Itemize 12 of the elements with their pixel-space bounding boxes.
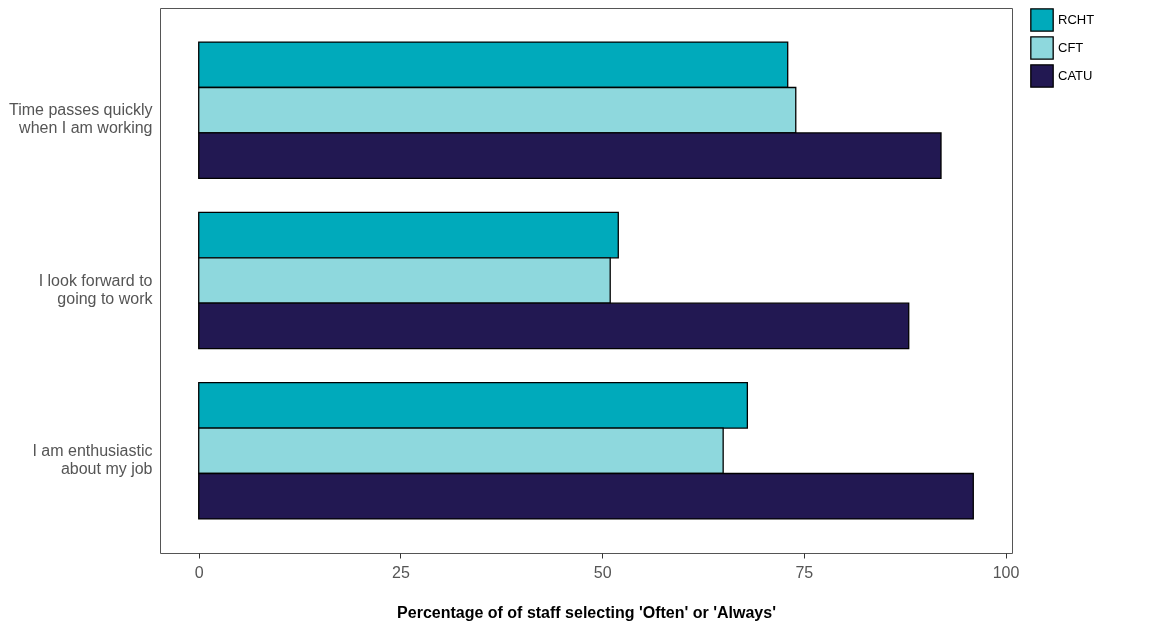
y-tick-label: I am enthusiastic about my job xyxy=(32,441,153,477)
x-tick-label: 100 xyxy=(992,563,1020,581)
legend-label: CFT xyxy=(1058,40,1084,55)
legend-label: RCHT xyxy=(1058,12,1095,27)
legend-label: CATU xyxy=(1058,68,1093,83)
x-tick-label: 75 xyxy=(795,563,814,581)
x-tick-label: 0 xyxy=(194,563,204,581)
x-axis-title: Percentage of of staff selecting 'Often' or 'Always' xyxy=(397,603,776,621)
x-tick-label: 25 xyxy=(392,563,410,581)
y-tick-label: I look forward to going to work xyxy=(38,271,154,307)
y-tick-label: Time passes quickly when I am working xyxy=(9,101,153,137)
x-tick-label: 50 xyxy=(593,563,612,581)
